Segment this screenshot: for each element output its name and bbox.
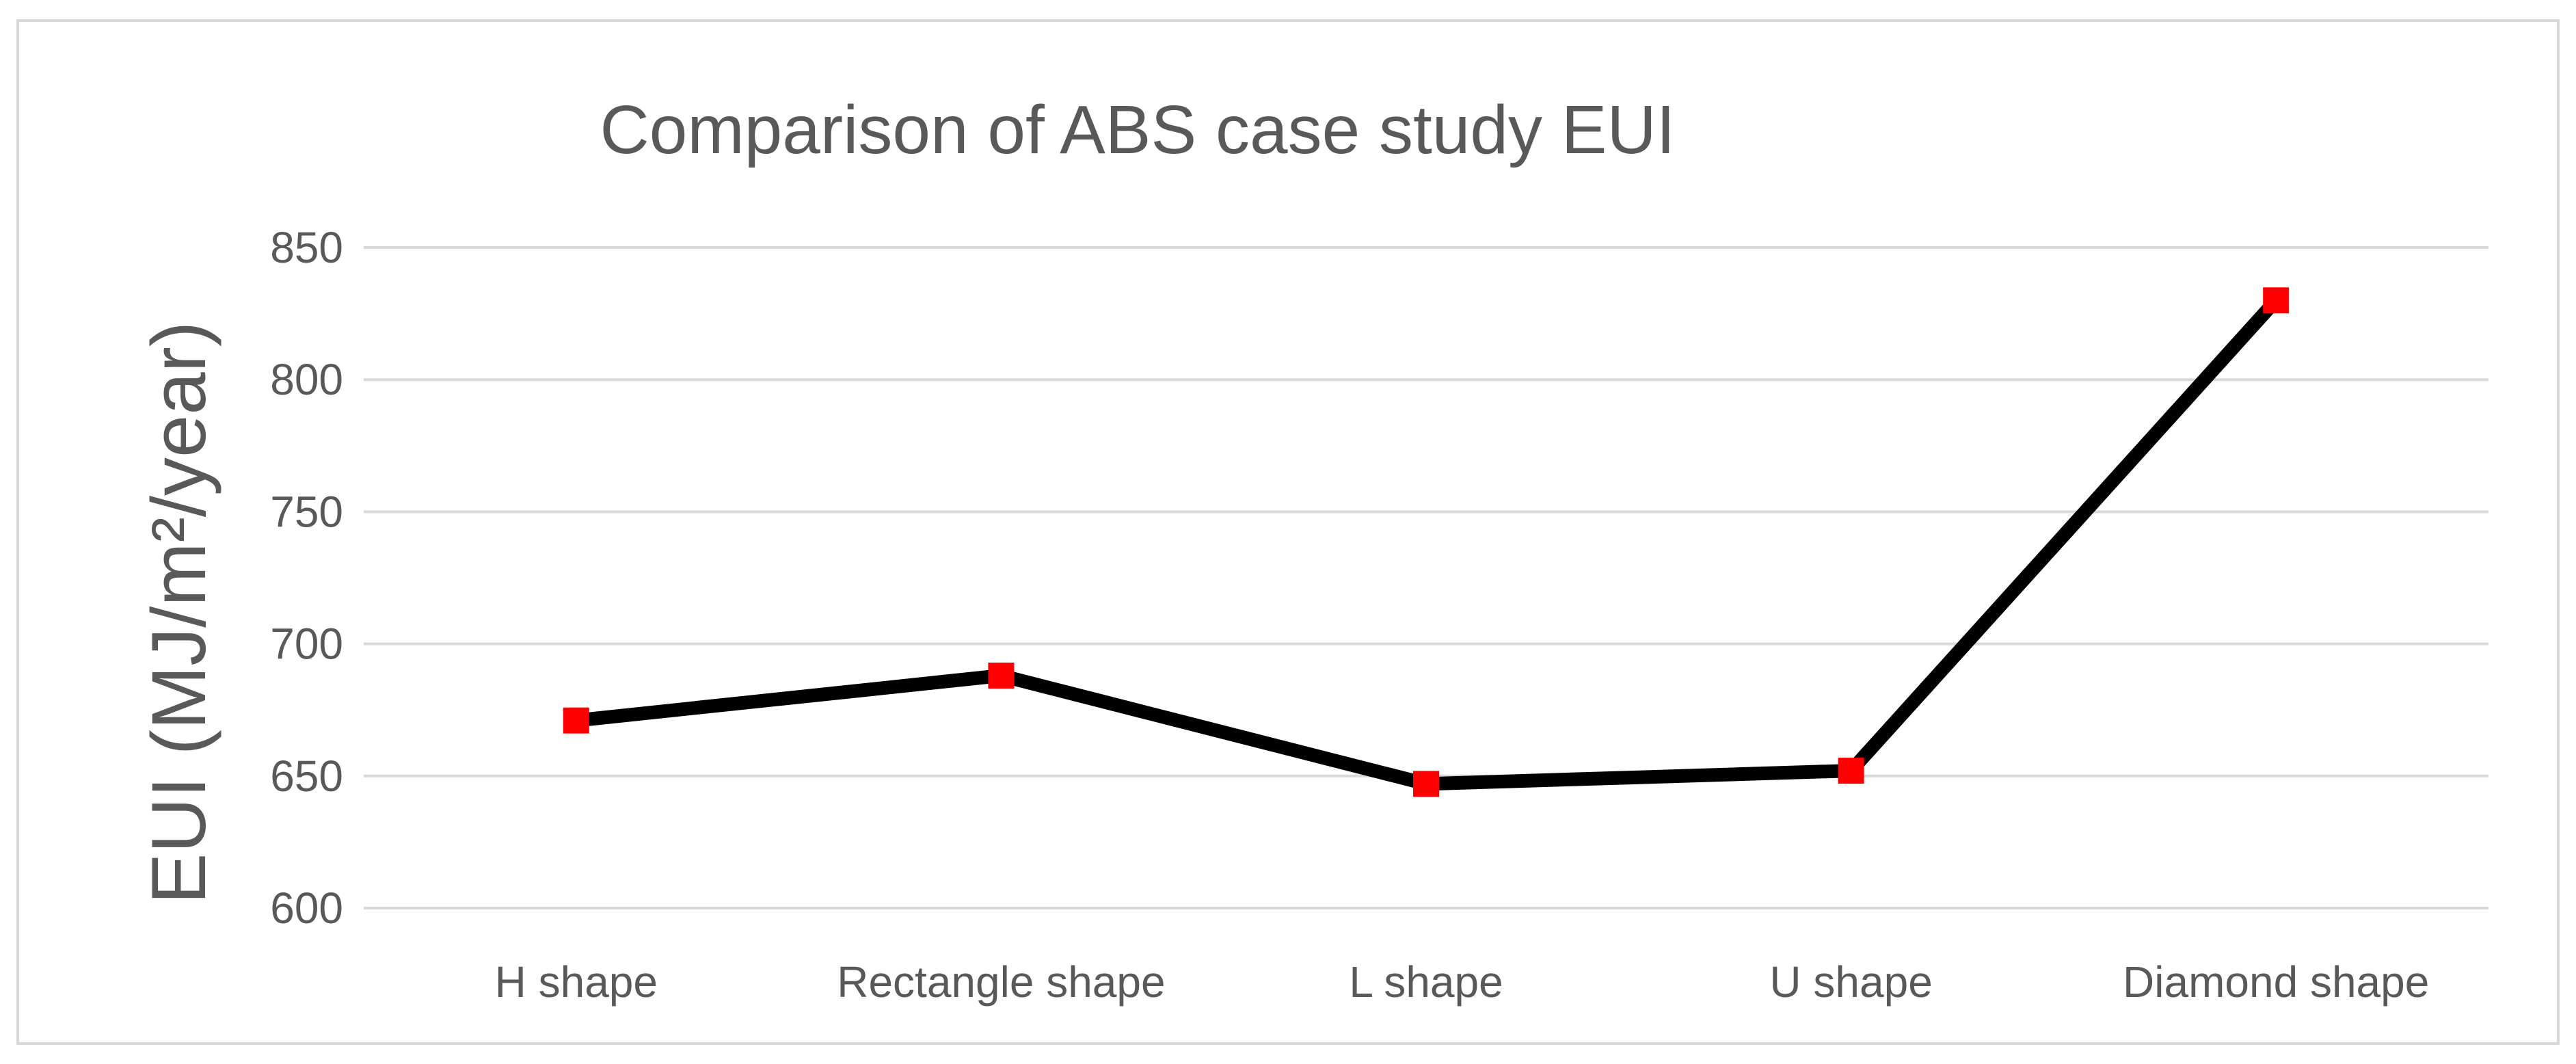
data-point-marker [563, 707, 589, 734]
data-point-marker [1838, 758, 1864, 784]
x-category-label: H shape [495, 957, 658, 1007]
data-point-marker [1413, 771, 1439, 797]
y-tick-label: 800 [270, 355, 343, 404]
y-tick-label: 600 [270, 883, 343, 933]
chart-title: Comparison of ABS case study EUI [600, 92, 1676, 168]
y-tick-label: 700 [270, 620, 343, 669]
x-category-label: Rectangle shape [837, 957, 1165, 1007]
series-line [569, 293, 2283, 791]
series-line-layer [569, 293, 2283, 791]
x-category-label: U shape [1769, 957, 1932, 1007]
data-markers [563, 287, 2290, 797]
y-axis-label: EUI (MJ/m²/year) [136, 321, 222, 904]
line-chart: Comparison of ABS case study EUI 600 650 7… [136, 92, 2488, 1007]
x-category-label: L shape [1349, 957, 1503, 1007]
y-tick-label: 850 [270, 223, 343, 272]
y-tick-label: 650 [270, 752, 343, 801]
y-tick-label: 750 [270, 487, 343, 536]
x-category-labels: H shape Rectangle shape L shape U shape Diam… [495, 957, 2430, 1007]
chart-frame: Comparison of ABS case study EUI 600 650 7… [16, 19, 2560, 1045]
gridlines [364, 246, 2488, 909]
data-point-marker [988, 662, 1015, 689]
x-category-label: Diamond shape [2123, 957, 2429, 1007]
y-tick-labels: 600 650 700 750 800 850 [270, 223, 343, 933]
data-point-marker [2263, 287, 2290, 314]
